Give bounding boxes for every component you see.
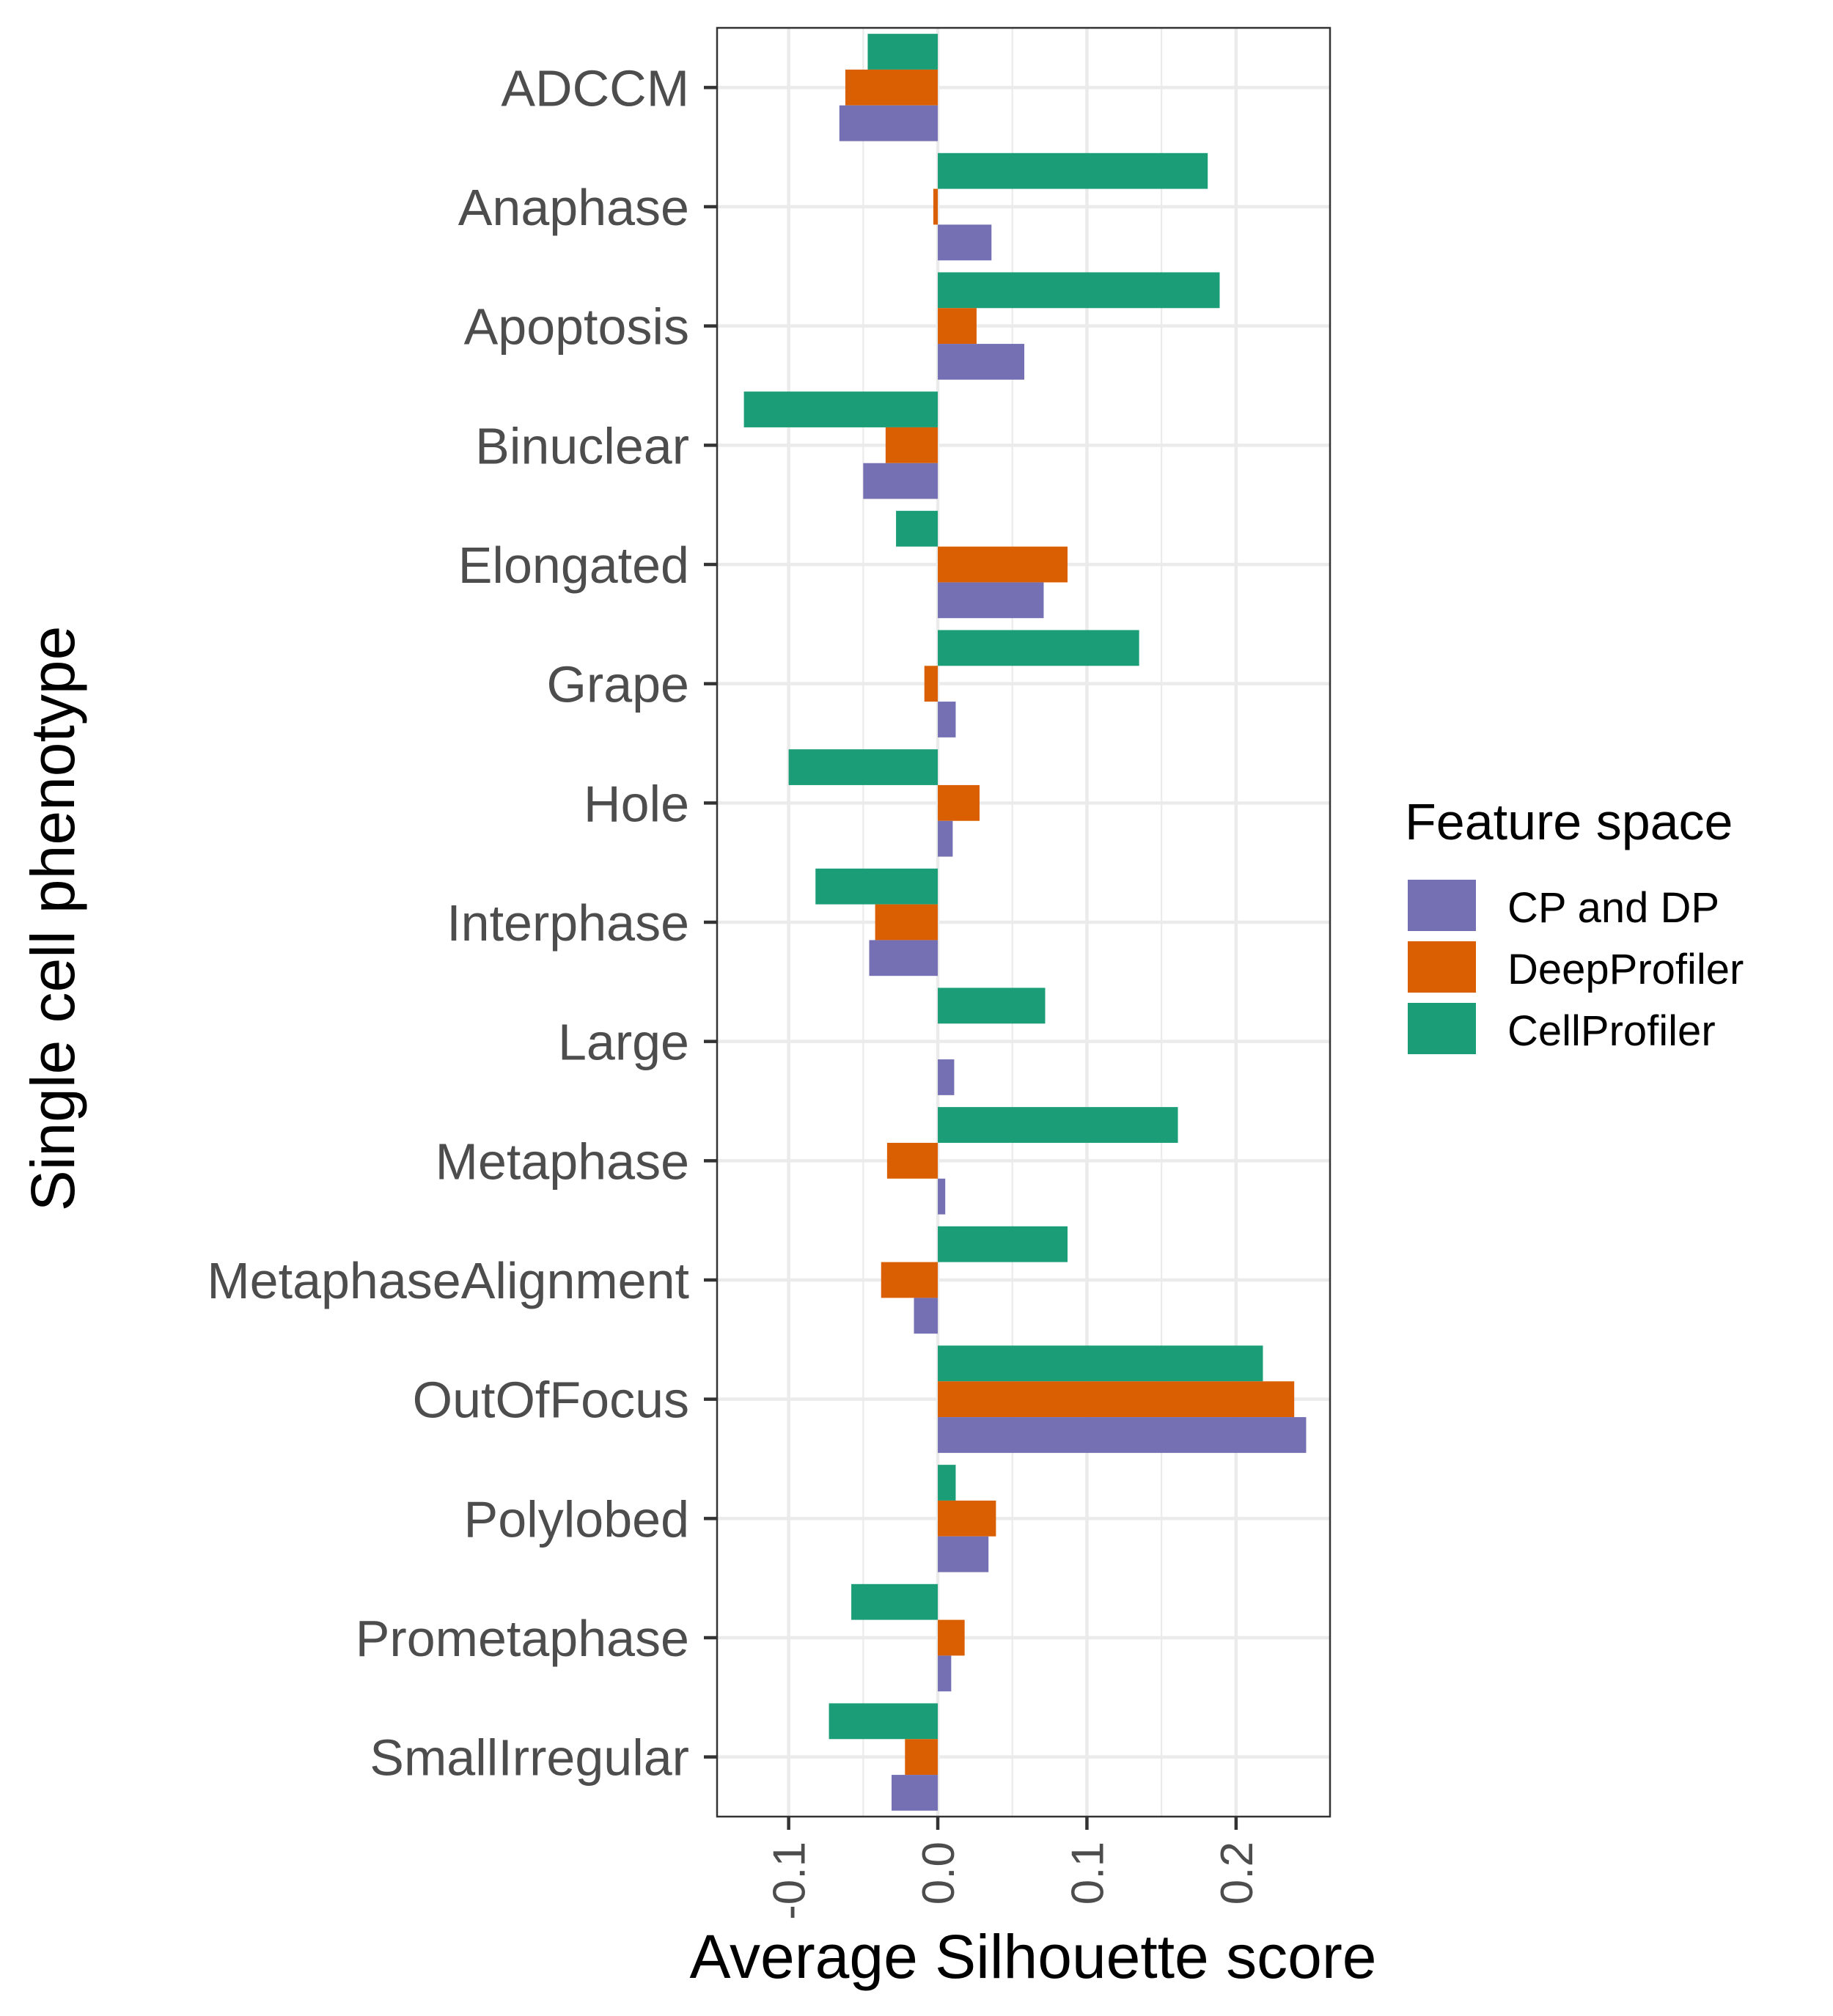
y-tick-label: Grape (546, 656, 689, 713)
y-tick-label: Large (558, 1014, 689, 1071)
bar-cp-and-dp-adccm (839, 105, 938, 141)
bar-cellprofiler-outoffocus (938, 1345, 1263, 1382)
bar-cellprofiler-prometaphase (851, 1583, 938, 1620)
legend-swatch-deepprofiler (1408, 941, 1476, 993)
y-tick-label: MetaphaseAlignment (207, 1252, 689, 1309)
bar-cp-and-dp-large (938, 1059, 955, 1095)
bar-cp-and-dp-outoffocus (938, 1417, 1307, 1453)
bar-cellprofiler-elongated (896, 510, 938, 547)
bar-cp-and-dp-hole (938, 820, 953, 857)
bar-cellprofiler-apoptosis (938, 272, 1220, 309)
bar-cellprofiler-grape (938, 630, 1139, 666)
x-axis-title: Average Silhouette score (689, 1922, 1376, 1991)
bar-deepprofiler-metaphasealignment (881, 1262, 938, 1298)
bar-cellprofiler-large (938, 987, 1046, 1024)
bar-cellprofiler-interphase (815, 868, 938, 905)
bar-cellprofiler-anaphase (938, 152, 1208, 189)
bar-deepprofiler-outoffocus (938, 1381, 1295, 1418)
y-tick-label: ADCCM (501, 59, 689, 117)
bar-deepprofiler-anaphase (933, 188, 938, 225)
bar-cellprofiler-binuclear (743, 391, 938, 427)
bar-deepprofiler-smallirregular (905, 1739, 938, 1776)
y-tick-label: Anaphase (458, 179, 689, 236)
y-tick-label: OutOfFocus (413, 1372, 689, 1429)
legend-label-deepprofiler: DeepProfiler (1507, 946, 1744, 993)
bar-deepprofiler-adccm (845, 69, 938, 106)
legend-swatch-cp-and-dp (1408, 880, 1476, 931)
bar-deepprofiler-binuclear (885, 427, 938, 463)
bar-cellprofiler-adccm (867, 34, 938, 70)
x-axis: -0.1 0.0 0.1 0.2 (765, 1817, 1263, 1920)
bar-cellprofiler-metaphase (938, 1107, 1178, 1143)
legend-label-cp-and-dp: CP and DP (1507, 884, 1719, 932)
y-tick-label: Metaphase (436, 1133, 689, 1190)
y-tick-label: Binuclear (475, 417, 689, 474)
bar-cp-and-dp-polylobed (938, 1536, 989, 1572)
bar-deepprofiler-elongated (938, 546, 1068, 583)
bar-deepprofiler-grape (924, 666, 938, 702)
bar-cp-and-dp-apoptosis (938, 344, 1025, 380)
bar-deepprofiler-interphase (875, 904, 938, 941)
bar-deepprofiler-apoptosis (938, 308, 977, 345)
bar-cp-and-dp-prometaphase (938, 1655, 952, 1692)
bar-cp-and-dp-metaphase (938, 1178, 946, 1215)
legend-swatch-cellprofiler (1408, 1003, 1476, 1054)
x-tick-label: 0.0 (914, 1842, 964, 1905)
bar-cp-and-dp-interphase (869, 940, 938, 976)
y-tick-label: SmallIrregular (370, 1729, 689, 1787)
y-tick-label: Hole (584, 775, 689, 832)
x-tick-label: 0.2 (1212, 1842, 1263, 1905)
legend-title: Feature space (1405, 793, 1733, 850)
x-tick-label: -0.1 (765, 1842, 815, 1920)
bar-cellprofiler-metaphasealignment (938, 1226, 1068, 1262)
bar-deepprofiler-prometaphase (938, 1619, 965, 1656)
bar-cp-and-dp-metaphasealignment (914, 1298, 938, 1334)
bar-cellprofiler-smallirregular (829, 1703, 938, 1740)
legend: Feature space CP and DP DeepProfiler CellP… (1405, 793, 1744, 1055)
y-tick-label: Elongated (458, 537, 689, 594)
bar-deepprofiler-polylobed (938, 1500, 996, 1537)
bar-deepprofiler-hole (938, 784, 980, 821)
y-tick-label: Polylobed (464, 1490, 689, 1548)
y-axis-title: Single cell phenotype (18, 626, 87, 1212)
bar-cellprofiler-polylobed (938, 1465, 956, 1501)
bar-deepprofiler-metaphase (886, 1142, 938, 1179)
y-tick-label: Interphase (447, 894, 689, 952)
bar-cp-and-dp-elongated (938, 582, 1044, 619)
bars (743, 34, 1307, 1811)
bar-cp-and-dp-anaphase (938, 224, 992, 261)
bar-cp-and-dp-grape (938, 702, 956, 737)
y-tick-label: Apoptosis (464, 298, 689, 356)
y-tick-label: Prometaphase (356, 1610, 689, 1667)
x-tick-label: 0.1 (1062, 1842, 1113, 1905)
bar-cp-and-dp-binuclear (863, 463, 938, 499)
bar-cp-and-dp-smallirregular (891, 1775, 938, 1811)
bar-cellprofiler-hole (788, 749, 938, 785)
y-axis: ADCCM Anaphase Apoptosis Binuclear Elongated… (207, 59, 717, 1787)
legend-label-cellprofiler: CellProfiler (1507, 1007, 1716, 1055)
